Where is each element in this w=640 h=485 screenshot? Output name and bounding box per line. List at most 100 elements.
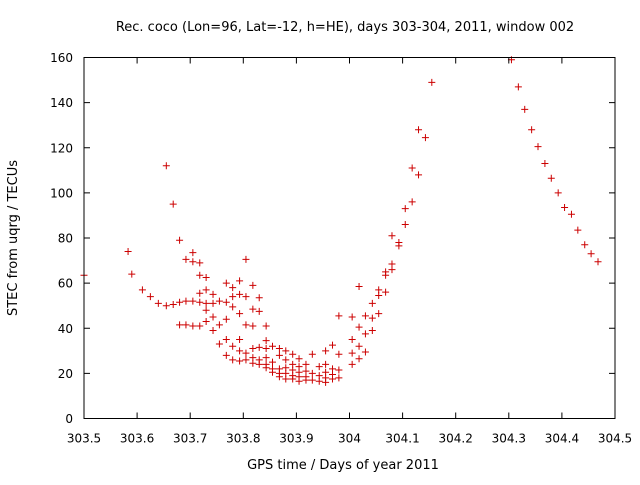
data-point xyxy=(395,242,403,250)
data-point xyxy=(182,321,190,329)
x-axis-title: GPS time / Days of year 2011 xyxy=(247,458,439,473)
x-tick-label: 304 xyxy=(338,432,361,446)
data-point xyxy=(236,277,244,285)
data-point xyxy=(242,321,250,329)
data-point xyxy=(361,312,369,320)
data-point xyxy=(355,355,363,363)
data-point xyxy=(322,347,330,355)
data-point xyxy=(249,305,257,313)
data-point xyxy=(335,374,343,382)
data-point xyxy=(308,369,316,377)
y-tick-label: 100 xyxy=(50,186,73,200)
data-point xyxy=(375,292,383,300)
data-point xyxy=(335,366,343,374)
data-point xyxy=(249,345,257,353)
data-point xyxy=(282,356,290,364)
data-point xyxy=(528,126,536,134)
data-point xyxy=(382,271,390,279)
data-point xyxy=(262,337,270,345)
data-point xyxy=(521,105,529,113)
data-point xyxy=(361,330,369,338)
data-point xyxy=(222,336,230,344)
x-tick-label: 303.5 xyxy=(67,432,101,446)
data-point xyxy=(242,255,250,263)
chart-title: Rec. coco (Lon=96, Lat=-12, h=HE), days … xyxy=(116,20,574,35)
data-point xyxy=(138,286,146,294)
data-point xyxy=(289,350,297,358)
y-tick-label: 40 xyxy=(58,322,73,336)
data-point xyxy=(255,360,263,368)
data-point xyxy=(222,279,230,287)
y-tick-label: 0 xyxy=(65,412,73,426)
data-point xyxy=(202,306,210,314)
data-point xyxy=(189,297,197,305)
data-point xyxy=(215,297,223,305)
data-point xyxy=(355,283,363,291)
x-tick-label: 304.3 xyxy=(492,432,526,446)
data-point xyxy=(275,345,283,353)
data-point xyxy=(361,348,369,356)
data-point xyxy=(236,310,244,318)
x-tick-label: 303.6 xyxy=(120,432,154,446)
data-point xyxy=(514,83,522,91)
data-point xyxy=(242,356,250,364)
data-point xyxy=(401,205,409,213)
data-point xyxy=(209,299,217,307)
data-point xyxy=(202,299,210,307)
data-point xyxy=(322,360,330,368)
data-point xyxy=(581,241,589,249)
data-point xyxy=(215,321,223,329)
data-point xyxy=(375,310,383,318)
data-point xyxy=(242,349,250,357)
data-point xyxy=(229,342,237,350)
data-point xyxy=(229,356,237,364)
x-tick-label: 304.4 xyxy=(545,432,579,446)
data-point xyxy=(169,200,177,208)
data-point xyxy=(415,171,423,179)
data-point xyxy=(282,347,290,355)
data-point xyxy=(222,351,230,359)
data-point xyxy=(428,78,436,86)
data-point xyxy=(329,341,337,349)
data-point xyxy=(189,258,197,266)
data-point xyxy=(308,350,316,358)
data-point xyxy=(202,317,210,325)
data-point xyxy=(209,327,217,335)
plot-area xyxy=(80,56,602,386)
data-point xyxy=(269,368,277,376)
data-point xyxy=(146,293,154,301)
data-point xyxy=(196,298,204,306)
data-point xyxy=(574,226,582,234)
data-point xyxy=(249,322,257,330)
data-point xyxy=(315,377,323,385)
data-point xyxy=(255,307,263,315)
y-axis-title: STEC from uqrg / TECUs xyxy=(6,160,21,316)
x-axis: 303.5 303.6 303.7 303.8 303.9 304 304.1 304.2 30… xyxy=(67,57,632,446)
y-tick-label: 120 xyxy=(50,141,73,155)
data-point xyxy=(282,375,290,383)
data-point xyxy=(388,266,396,274)
x-tick-label: 304.2 xyxy=(439,432,473,446)
data-point xyxy=(124,248,132,256)
data-point xyxy=(275,373,283,381)
data-point xyxy=(534,143,542,151)
data-point xyxy=(269,342,277,350)
data-point xyxy=(289,375,297,383)
y-tick-label: 80 xyxy=(58,232,73,246)
x-tick-label: 304.5 xyxy=(598,432,632,446)
data-point xyxy=(302,360,310,368)
data-point xyxy=(249,359,257,367)
y-tick-label: 140 xyxy=(50,96,73,110)
data-point xyxy=(295,355,303,363)
data-point xyxy=(209,313,217,321)
data-point xyxy=(554,189,562,197)
data-point xyxy=(295,377,303,385)
data-point xyxy=(176,236,184,244)
data-point xyxy=(329,375,337,383)
data-point xyxy=(215,340,223,348)
data-point xyxy=(368,314,376,322)
data-point xyxy=(182,297,190,305)
data-point xyxy=(262,364,270,372)
data-point xyxy=(196,289,204,297)
